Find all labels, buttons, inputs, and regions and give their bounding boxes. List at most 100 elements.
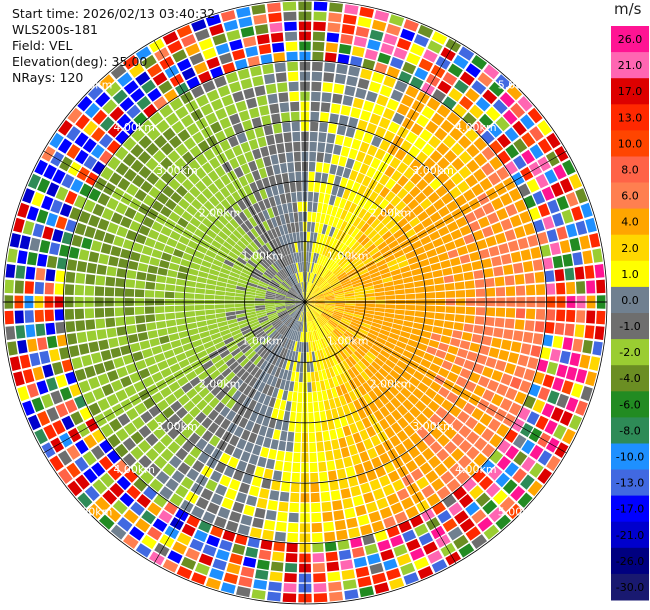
velocity-gate [285, 297, 296, 301]
velocity-gate [328, 237, 335, 248]
velocity-gate [302, 282, 305, 292]
velocity-gate [258, 425, 268, 437]
velocity-gate [311, 71, 323, 82]
velocity-gate [395, 148, 407, 161]
velocity-gate [482, 89, 498, 105]
velocity-gate [206, 380, 217, 392]
velocity-gate [209, 369, 221, 380]
velocity-gate [255, 295, 266, 299]
velocity-gate [427, 40, 443, 54]
velocity-gate [377, 353, 388, 363]
velocity-gate [250, 273, 261, 281]
velocity-gate [355, 566, 370, 578]
velocity-gate [309, 351, 313, 362]
velocity-gate [282, 390, 289, 401]
velocity-gate [458, 46, 475, 61]
velocity-gate [337, 53, 350, 65]
velocity-gate [336, 351, 345, 362]
velocity-gate [221, 94, 234, 107]
velocity-gate [210, 264, 222, 272]
velocity-gate [246, 363, 256, 374]
velocity-gate [189, 406, 201, 418]
velocity-gate [377, 263, 389, 271]
velocity-gate [25, 324, 36, 338]
velocity-gate [77, 492, 93, 508]
ring-label: 5.00km [71, 506, 113, 519]
velocity-gate [172, 49, 187, 63]
velocity-gate [106, 266, 117, 277]
velocity-gate [232, 203, 242, 214]
velocity-gate [297, 295, 305, 302]
velocity-gate [228, 456, 239, 469]
velocity-gate [487, 379, 499, 392]
velocity-gate [193, 529, 208, 543]
velocity-gate [211, 240, 222, 250]
velocity-gate [106, 449, 121, 464]
velocity-gate [354, 333, 365, 342]
velocity-gate [362, 278, 373, 285]
velocity-gate [466, 159, 480, 173]
velocity-gate [201, 430, 214, 442]
velocity-gate [429, 150, 443, 163]
velocity-gate [530, 345, 542, 358]
elevation: Elevation(deg): 35.00 [12, 54, 148, 69]
velocity-gate [268, 329, 278, 339]
velocity-gate [489, 449, 504, 464]
velocity-gate [329, 429, 338, 440]
velocity-gate [291, 286, 299, 295]
velocity-gate [298, 272, 302, 283]
velocity-gate [314, 253, 319, 264]
velocity-gate [329, 319, 338, 327]
velocity-gate [184, 246, 196, 256]
velocity-gate [246, 495, 258, 507]
velocity-gate [395, 294, 406, 300]
velocity-gate [88, 341, 100, 353]
velocity-gate [337, 324, 347, 333]
velocity-gate [292, 309, 299, 318]
velocity-gate [461, 332, 473, 342]
velocity-gate [178, 330, 189, 339]
velocity-gate [71, 234, 83, 247]
velocity-gate [544, 321, 555, 334]
velocity-gate [417, 566, 434, 580]
ring-label: 1.00km [242, 249, 284, 262]
velocity-gate [355, 172, 365, 184]
velocity-gate [414, 192, 427, 204]
velocity-gate [220, 406, 231, 418]
velocity-gate [323, 289, 333, 295]
velocity-gate [136, 271, 147, 281]
velocity-gate [43, 424, 57, 440]
velocity-gate [290, 287, 298, 295]
velocity-gate [75, 114, 90, 130]
velocity-gate [359, 325, 370, 332]
velocity-gate [537, 450, 553, 466]
velocity-gate [281, 359, 288, 370]
velocity-gate [220, 174, 231, 186]
velocity-gate [115, 202, 128, 215]
velocity-gate [275, 215, 282, 226]
velocity-gate [277, 287, 288, 294]
velocity-gate [417, 24, 434, 38]
velocity-gate [83, 155, 97, 170]
velocity-gate [263, 324, 273, 333]
velocity-gate [35, 267, 46, 281]
velocity-gate [374, 62, 388, 74]
velocity-gate [268, 175, 277, 186]
velocity-gate [391, 183, 403, 195]
velocity-gate [315, 381, 322, 392]
velocity-gate [268, 283, 279, 289]
velocity-gate [351, 411, 361, 423]
velocity-gate [195, 497, 209, 510]
velocity-gate [527, 357, 539, 370]
velocity-gate [265, 294, 276, 298]
velocity-gate [176, 532, 192, 546]
velocity-gate [186, 322, 198, 330]
velocity-gate [280, 430, 288, 441]
velocity-gate [400, 562, 416, 576]
velocity-gate [400, 140, 413, 153]
velocity-gate [223, 572, 239, 585]
velocity-gate [135, 233, 147, 245]
velocity-gate [223, 19, 239, 32]
velocity-gate [464, 315, 475, 324]
velocity-gate [239, 236, 250, 247]
